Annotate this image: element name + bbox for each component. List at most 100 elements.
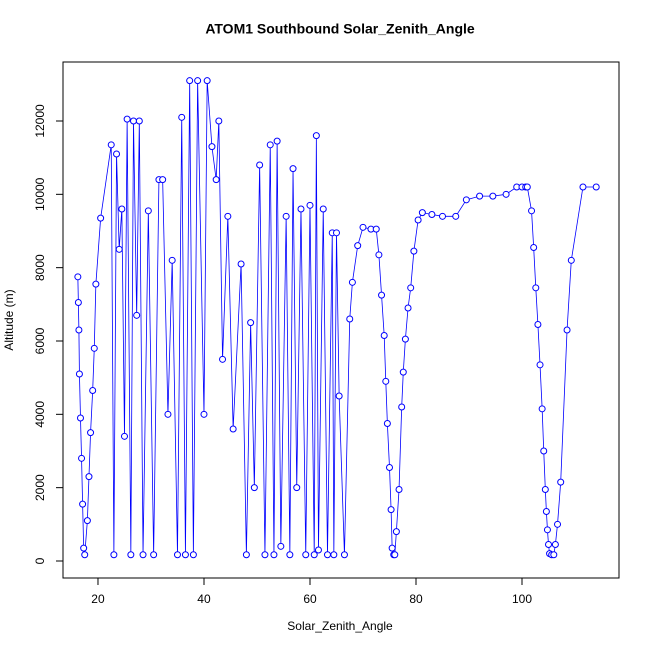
data-point — [542, 486, 548, 492]
data-point — [373, 226, 379, 232]
data-point — [399, 404, 405, 410]
data-point — [440, 213, 446, 219]
x-tick-label: 20 — [91, 592, 105, 606]
data-point — [174, 552, 180, 558]
y-tick-label: 6000 — [33, 327, 47, 354]
data-point — [238, 261, 244, 267]
data-point — [379, 292, 385, 298]
y-tick-label: 2000 — [33, 474, 47, 501]
data-point — [552, 541, 558, 547]
y-tick-label: 4000 — [33, 401, 47, 428]
data-point — [392, 552, 398, 558]
data-point — [271, 552, 277, 558]
data-point — [75, 274, 81, 280]
data-point — [537, 362, 543, 368]
data-point — [388, 507, 394, 513]
data-point — [80, 501, 86, 507]
data-point — [593, 184, 599, 190]
data-point — [204, 78, 210, 84]
data-point — [257, 162, 263, 168]
data-point — [248, 320, 254, 326]
data-point — [77, 415, 83, 421]
data-point — [544, 527, 550, 533]
y-tick-label: 0 — [33, 557, 47, 564]
data-point — [130, 118, 136, 124]
data-point — [136, 118, 142, 124]
data-point — [555, 521, 561, 527]
data-point — [355, 243, 361, 249]
chart: ATOM1 Southbound Solar_Zenith_Angle Sola… — [0, 0, 650, 650]
data-point — [251, 485, 257, 491]
data-point — [114, 151, 120, 157]
data-point — [93, 281, 99, 287]
data-point — [393, 529, 399, 535]
data-point — [220, 356, 226, 362]
data-point — [121, 433, 127, 439]
data-point — [307, 202, 313, 208]
data-point — [294, 485, 300, 491]
data-point — [477, 193, 483, 199]
data-point — [529, 208, 535, 214]
data-point — [331, 552, 337, 558]
data-point — [347, 316, 353, 322]
data-point — [169, 257, 175, 263]
data-point — [419, 210, 425, 216]
data-line — [78, 81, 596, 555]
data-point — [243, 552, 249, 558]
data-point — [267, 142, 273, 148]
data-point — [262, 552, 268, 558]
data-point — [533, 285, 539, 291]
data-point — [411, 248, 417, 254]
data-point — [82, 552, 88, 558]
data-point — [298, 206, 304, 212]
data-point — [400, 369, 406, 375]
data-point — [290, 166, 296, 172]
data-point — [145, 208, 151, 214]
data-point — [124, 116, 130, 122]
data-point — [209, 144, 215, 150]
data-point — [324, 552, 330, 558]
data-point — [201, 411, 207, 417]
data-point — [225, 213, 231, 219]
data-point — [182, 552, 188, 558]
data-point — [111, 552, 117, 558]
data-point — [389, 545, 395, 551]
data-point — [165, 411, 171, 417]
data-point — [396, 486, 402, 492]
data-point — [283, 213, 289, 219]
data-point — [128, 552, 134, 558]
data-point — [386, 464, 392, 470]
x-axis-label: Solar_Zenith_Angle — [287, 619, 393, 633]
data-point — [216, 118, 222, 124]
y-axis-label: Altitude (m) — [2, 289, 16, 350]
data-point — [383, 378, 389, 384]
data-point — [535, 321, 541, 327]
data-point — [539, 406, 545, 412]
data-point — [503, 191, 509, 197]
x-tick-label: 80 — [409, 592, 423, 606]
y-tick-label: 8000 — [33, 254, 47, 281]
data-point — [408, 285, 414, 291]
data-point — [116, 246, 122, 252]
data-point — [551, 552, 557, 558]
data-point — [541, 448, 547, 454]
data-point — [415, 217, 421, 223]
data-point — [195, 78, 201, 84]
y-tick-label: 10000 — [33, 177, 47, 211]
y-tick-label: 12000 — [33, 104, 47, 138]
data-point — [179, 114, 185, 120]
data-point — [349, 279, 355, 285]
data-point — [98, 215, 104, 221]
data-point — [463, 197, 469, 203]
data-point — [151, 552, 157, 558]
chart-title: ATOM1 Southbound Solar_Zenith_Angle — [205, 21, 475, 37]
data-point — [543, 508, 549, 514]
data-point — [75, 299, 81, 305]
data-point — [187, 78, 193, 84]
data-point — [341, 552, 347, 558]
data-point — [86, 474, 92, 480]
data-point — [134, 312, 140, 318]
data-point — [546, 541, 552, 547]
data-point — [119, 206, 125, 212]
data-point — [76, 327, 82, 333]
